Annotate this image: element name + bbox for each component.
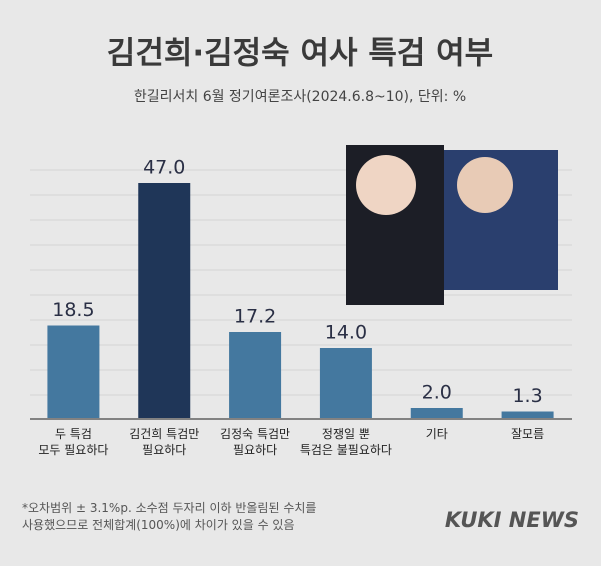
footnote: *오차범위 ± 3.1%p. 소수점 두자리 이하 반올림된 수치를 사용했으므… — [22, 501, 317, 532]
photos — [346, 145, 558, 305]
x-tick-label: 김건희 특검만 필요하다 — [129, 427, 200, 457]
grid — [30, 169, 572, 396]
x-tick-label: 잘모름 — [511, 427, 545, 441]
value-label: 1.3 — [512, 385, 542, 407]
source: KUKI NEWS — [444, 508, 579, 532]
bar — [319, 348, 372, 418]
bar — [47, 325, 100, 418]
bar — [410, 408, 463, 418]
chart-subtitle: 한길리서치 6월 정기여론조사(2024.6.8~10), 단위: % — [134, 89, 466, 105]
value-label: 17.2 — [234, 306, 276, 328]
x-tick-label: 김정숙 특검만 필요하다 — [220, 427, 291, 457]
x-tick-label: 정쟁일 뿐 특검은 불필요하다 — [299, 427, 392, 457]
x-tick-label: 기타 — [425, 427, 448, 441]
value-label: 14.0 — [325, 322, 367, 344]
value-label: 47.0 — [143, 157, 185, 179]
bar — [229, 332, 282, 418]
x-tick-label: 두 특검 모두 필요하다 — [38, 427, 109, 457]
chart-title: 김건희·김정숙 여사 특검 여부 — [107, 36, 493, 72]
value-label: 2.0 — [422, 382, 452, 404]
bar — [501, 411, 554, 418]
bar — [138, 183, 191, 418]
value-label: 18.5 — [52, 299, 94, 321]
